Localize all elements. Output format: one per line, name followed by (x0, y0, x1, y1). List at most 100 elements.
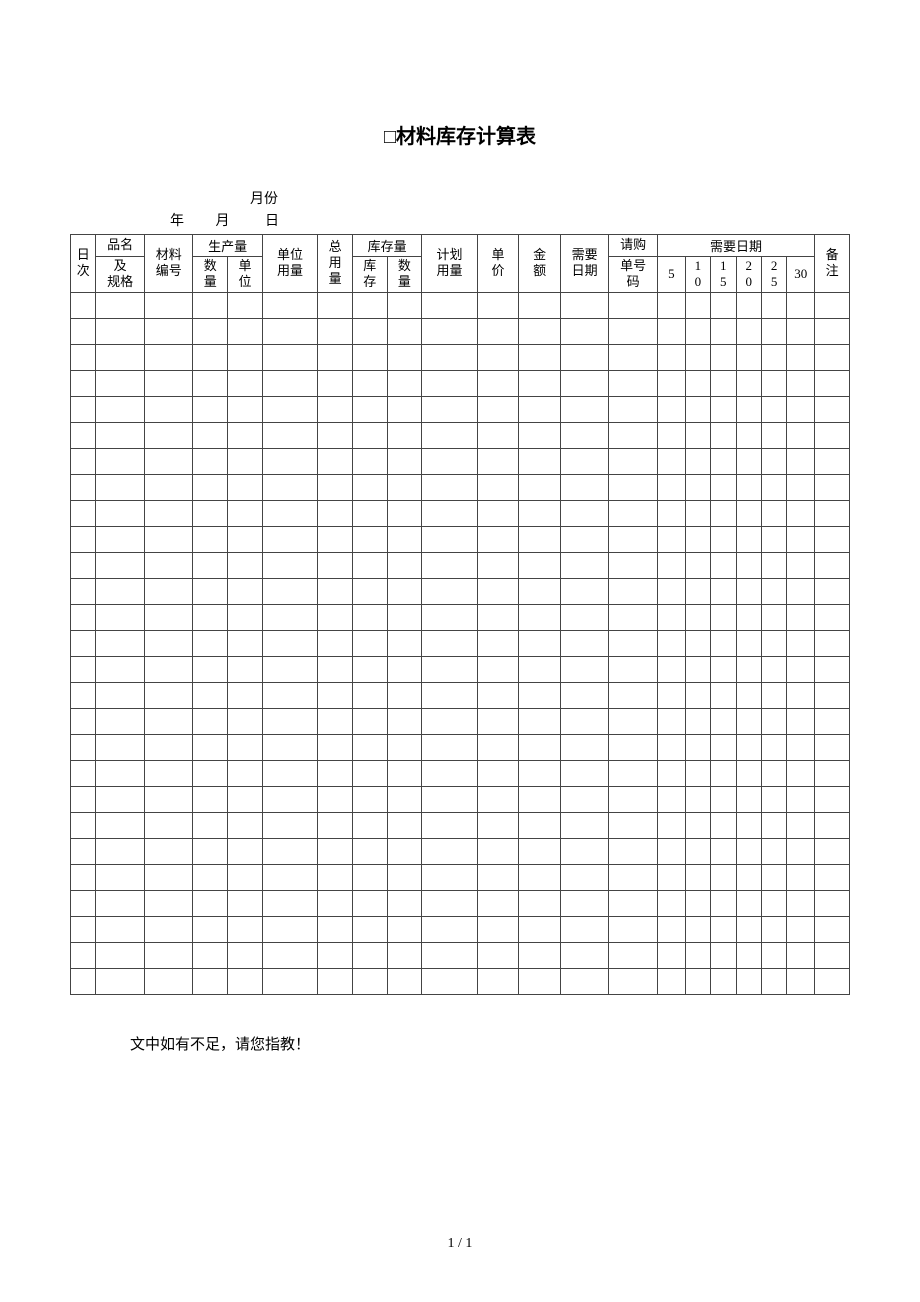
table-cell (609, 474, 658, 500)
table-cell (422, 552, 477, 578)
table-cell (787, 968, 815, 994)
table-cell (318, 396, 353, 422)
table-cell (422, 890, 477, 916)
table-cell (761, 474, 786, 500)
table-cell (560, 526, 609, 552)
table-cell (228, 474, 263, 500)
table-cell (787, 786, 815, 812)
table-cell (609, 812, 658, 838)
table-cell (71, 370, 96, 396)
table-cell (685, 448, 710, 474)
table-cell (387, 344, 422, 370)
table-cell (609, 552, 658, 578)
table-cell (685, 552, 710, 578)
table-cell (144, 396, 193, 422)
table-cell (736, 370, 761, 396)
table-cell (519, 552, 561, 578)
table-cell (387, 448, 422, 474)
table-cell (352, 682, 387, 708)
table-cell (519, 656, 561, 682)
table-cell (609, 838, 658, 864)
table-cell (519, 344, 561, 370)
table-cell (228, 838, 263, 864)
table-cell (96, 422, 145, 448)
table-cell (477, 812, 519, 838)
table-cell (685, 890, 710, 916)
table-cell (352, 292, 387, 318)
hdr-seq: 日次 (71, 235, 96, 293)
table-cell (262, 552, 317, 578)
table-cell (144, 708, 193, 734)
table-cell (71, 656, 96, 682)
table-cell (71, 552, 96, 578)
table-cell (144, 630, 193, 656)
table-cell (318, 656, 353, 682)
table-cell (96, 448, 145, 474)
table-cell (262, 630, 317, 656)
table-cell (477, 916, 519, 942)
hdr-nd15: 15 (711, 257, 736, 293)
table-cell (657, 578, 685, 604)
table-cell (477, 968, 519, 994)
table-cell (477, 422, 519, 448)
table-cell (787, 448, 815, 474)
table-cell (96, 370, 145, 396)
hdr-unit-usage: 单位用量 (262, 235, 317, 293)
table-cell (352, 890, 387, 916)
table-cell (262, 708, 317, 734)
table-cell (422, 630, 477, 656)
table-cell (560, 890, 609, 916)
table-cell (96, 916, 145, 942)
table-cell (519, 500, 561, 526)
table-cell (318, 604, 353, 630)
table-cell (422, 734, 477, 760)
table-row (71, 500, 850, 526)
table-cell (262, 474, 317, 500)
hdr-prod-group: 生产量 (193, 235, 262, 257)
table-cell (352, 838, 387, 864)
table-cell (144, 552, 193, 578)
table-row (71, 760, 850, 786)
table-cell (262, 396, 317, 422)
table-cell (228, 526, 263, 552)
table-cell (736, 318, 761, 344)
table-cell (787, 890, 815, 916)
table-cell (609, 916, 658, 942)
table-cell (736, 734, 761, 760)
table-cell (560, 552, 609, 578)
table-cell (477, 344, 519, 370)
table-cell (96, 552, 145, 578)
table-cell (711, 604, 736, 630)
table-cell (815, 318, 850, 344)
hdr-po-bot: 单号码 (609, 257, 658, 293)
table-cell (761, 370, 786, 396)
table-cell (685, 370, 710, 396)
table-cell (193, 500, 228, 526)
table-cell (422, 968, 477, 994)
table-cell (193, 968, 228, 994)
table-cell (352, 526, 387, 552)
table-cell (519, 812, 561, 838)
table-row (71, 604, 850, 630)
table-cell (71, 916, 96, 942)
table-cell (477, 396, 519, 422)
table-cell (228, 370, 263, 396)
table-cell (609, 344, 658, 370)
table-cell (711, 656, 736, 682)
table-cell (711, 708, 736, 734)
table-cell (519, 370, 561, 396)
table-cell (422, 916, 477, 942)
table-cell (71, 526, 96, 552)
table-cell (96, 526, 145, 552)
table-cell (352, 942, 387, 968)
hdr-nd5: 5 (657, 257, 685, 293)
table-cell (657, 500, 685, 526)
table-cell (787, 500, 815, 526)
table-cell (815, 916, 850, 942)
table-cell (422, 396, 477, 422)
table-cell (685, 396, 710, 422)
table-cell (736, 396, 761, 422)
table-cell (761, 344, 786, 370)
table-cell (736, 682, 761, 708)
table-cell (711, 864, 736, 890)
